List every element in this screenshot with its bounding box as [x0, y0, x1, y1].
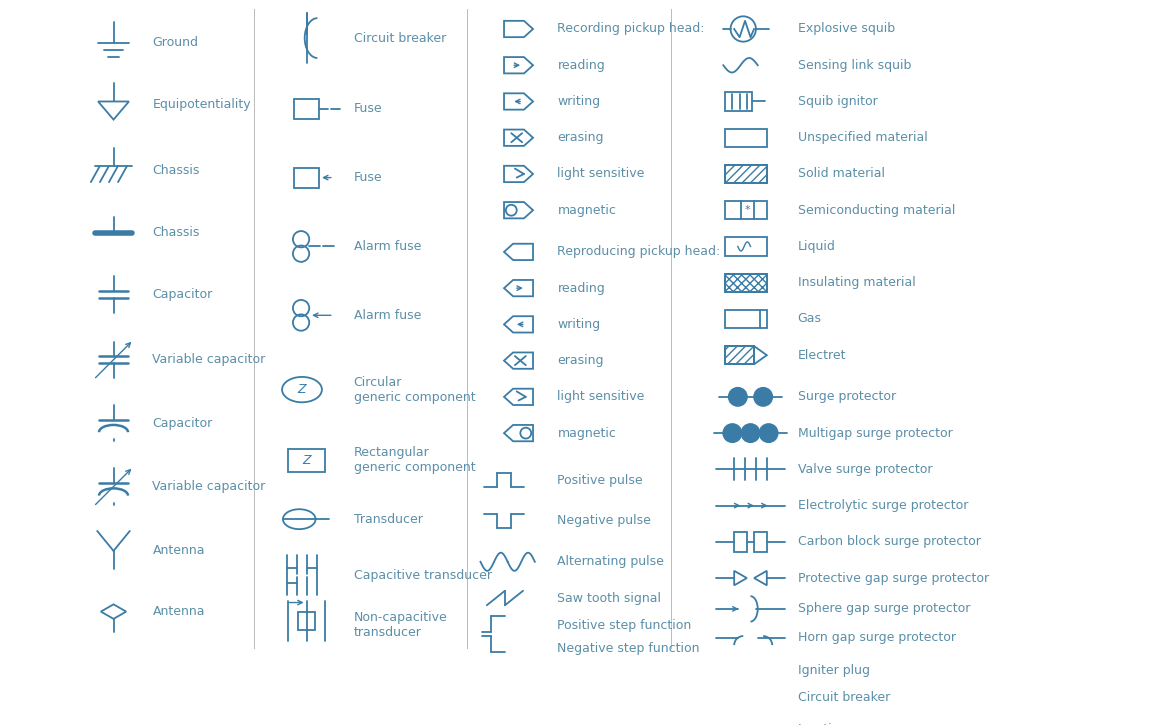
- Text: Alarm fuse: Alarm fuse: [354, 240, 421, 253]
- Text: Capacitive transducer: Capacitive transducer: [354, 569, 492, 582]
- Bar: [299, 612, 315, 630]
- Text: *: *: [745, 205, 750, 215]
- Text: Negative step function: Negative step function: [557, 642, 700, 655]
- Text: magnetic: magnetic: [557, 426, 616, 439]
- Text: Carbon block surge protector: Carbon block surge protector: [798, 535, 980, 548]
- Bar: [725, 346, 754, 364]
- Text: Alternating pulse: Alternating pulse: [557, 555, 664, 568]
- Bar: [725, 128, 766, 146]
- Text: Solid material: Solid material: [798, 167, 885, 181]
- Bar: [294, 167, 319, 188]
- Text: Antenna: Antenna: [152, 544, 205, 558]
- Text: Variable capacitor: Variable capacitor: [152, 480, 265, 493]
- Text: Alarm fuse: Alarm fuse: [354, 309, 421, 322]
- Text: Positive pulse: Positive pulse: [557, 473, 643, 486]
- Text: Unspecified material: Unspecified material: [798, 131, 927, 144]
- Bar: [734, 532, 747, 552]
- Text: erasing: erasing: [557, 131, 604, 144]
- Text: Reproducing pickup head:: Reproducing pickup head:: [557, 245, 721, 258]
- Text: Chassis: Chassis: [152, 226, 200, 239]
- Text: Valve surge protector: Valve surge protector: [798, 463, 932, 476]
- Text: Positive step function: Positive step function: [557, 618, 692, 631]
- Text: Equipotentiality: Equipotentiality: [152, 98, 251, 111]
- Text: erasing: erasing: [557, 354, 604, 367]
- Bar: [725, 201, 766, 219]
- Text: Capacitor: Capacitor: [152, 288, 213, 301]
- Bar: [754, 532, 766, 552]
- Text: Recording pickup head:: Recording pickup head:: [557, 22, 705, 36]
- Text: Ground: Ground: [152, 36, 199, 49]
- Text: Junction: Junction: [798, 723, 848, 725]
- Bar: [725, 237, 766, 255]
- Circle shape: [742, 424, 759, 442]
- Text: Z: Z: [298, 383, 306, 396]
- Circle shape: [759, 424, 778, 442]
- Bar: [725, 273, 766, 291]
- Circle shape: [754, 388, 772, 406]
- Text: light sensitive: light sensitive: [557, 167, 644, 181]
- Text: Gas: Gas: [798, 312, 821, 326]
- Text: Protective gap surge protector: Protective gap surge protector: [798, 571, 989, 584]
- Bar: [725, 273, 766, 291]
- Text: Circular
generic component: Circular generic component: [354, 376, 476, 404]
- Text: Circuit breaker: Circuit breaker: [798, 691, 890, 704]
- Text: light sensitive: light sensitive: [557, 390, 644, 403]
- Text: Variable capacitor: Variable capacitor: [152, 353, 265, 366]
- Circle shape: [729, 388, 747, 406]
- Text: Surge protector: Surge protector: [798, 390, 896, 403]
- Text: writing: writing: [557, 95, 600, 108]
- Circle shape: [723, 424, 742, 442]
- Bar: [725, 346, 754, 364]
- Bar: [294, 99, 319, 119]
- Text: Z: Z: [302, 454, 311, 467]
- Text: Rectangular
generic component: Rectangular generic component: [354, 447, 476, 474]
- Bar: [725, 310, 766, 328]
- Text: Transducer: Transducer: [354, 513, 422, 526]
- Text: Sensing link squib: Sensing link squib: [798, 59, 911, 72]
- Text: Saw tooth signal: Saw tooth signal: [557, 592, 662, 605]
- Text: Negative pulse: Negative pulse: [557, 515, 651, 528]
- Text: Chassis: Chassis: [152, 164, 200, 177]
- Text: writing: writing: [557, 318, 600, 331]
- Text: Insulating material: Insulating material: [798, 276, 915, 289]
- Circle shape: [719, 723, 732, 725]
- Text: Squib ignitor: Squib ignitor: [798, 95, 877, 108]
- Bar: [725, 165, 766, 183]
- Text: Capacitor: Capacitor: [152, 417, 213, 430]
- Text: Explosive squib: Explosive squib: [798, 22, 894, 36]
- Text: Multigap surge protector: Multigap surge protector: [798, 426, 952, 439]
- Text: Liquid: Liquid: [798, 240, 835, 253]
- Text: Circuit breaker: Circuit breaker: [354, 32, 445, 44]
- Text: reading: reading: [557, 281, 605, 294]
- Text: Electrolytic surge protector: Electrolytic surge protector: [798, 499, 968, 512]
- Bar: [288, 449, 324, 472]
- Bar: [725, 165, 766, 183]
- Polygon shape: [754, 346, 766, 364]
- Text: Horn gap surge protector: Horn gap surge protector: [798, 631, 956, 645]
- Text: Igniter plug: Igniter plug: [798, 664, 870, 677]
- Bar: [725, 91, 752, 112]
- Text: Semiconducting material: Semiconducting material: [798, 204, 955, 217]
- Text: reading: reading: [557, 59, 605, 72]
- Text: Fuse: Fuse: [354, 102, 383, 115]
- Bar: [734, 661, 766, 679]
- Text: Fuse: Fuse: [354, 171, 383, 184]
- Text: Electret: Electret: [798, 349, 847, 362]
- Text: Antenna: Antenna: [152, 605, 205, 618]
- Text: Non-capacitive
transducer: Non-capacitive transducer: [354, 611, 448, 639]
- Text: Sphere gap surge protector: Sphere gap surge protector: [798, 602, 970, 616]
- Text: magnetic: magnetic: [557, 204, 616, 217]
